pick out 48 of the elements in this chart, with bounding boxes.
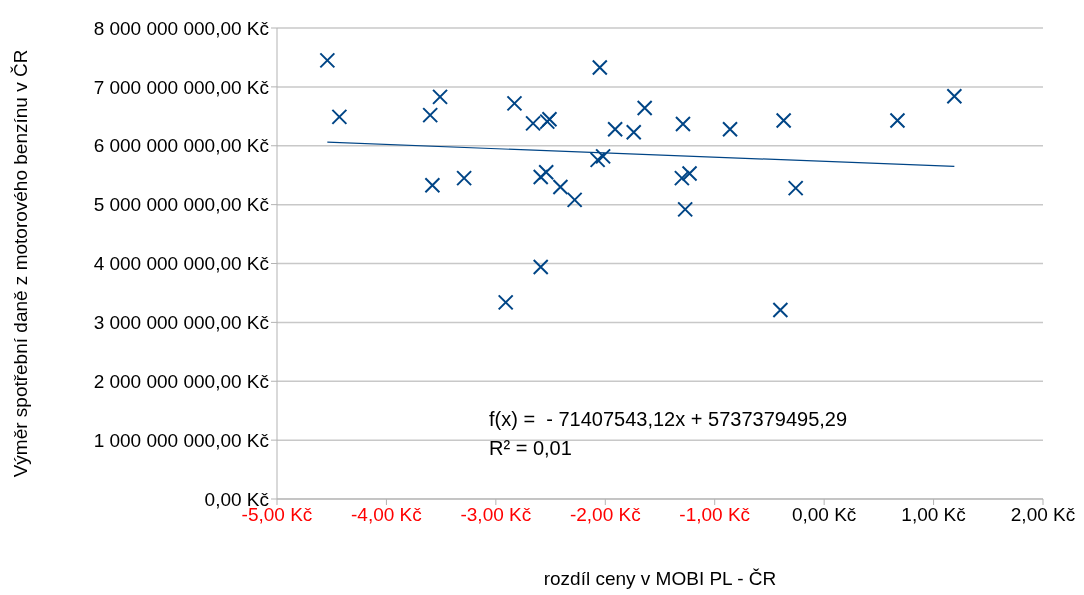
y-axis-title: Výměr spotřební daně z motorového benzínu v ČR <box>9 49 31 478</box>
x-tick-label: -4,00 Kč <box>351 504 422 525</box>
point <box>625 124 642 141</box>
point <box>538 164 555 181</box>
y-tick-label: 7 000 000 000,00 Kč <box>93 76 269 98</box>
point <box>424 177 441 194</box>
point <box>595 148 612 165</box>
point <box>589 151 606 168</box>
point <box>787 180 804 197</box>
point <box>566 191 583 208</box>
point <box>331 108 348 125</box>
annotation: R² = 0,01 <box>489 437 572 460</box>
x-tick-label: 1,00 Kč <box>901 504 966 525</box>
y-tick-label: 8 000 000 000,00 Kč <box>93 17 269 39</box>
point <box>673 170 690 187</box>
point <box>772 302 789 319</box>
point <box>946 88 963 105</box>
x-tick-label: 0,00 Kč <box>791 504 857 525</box>
annotation: f(x) = - 71407543,12x + 5737379495,29 <box>489 408 848 431</box>
x-tick-label: -1,00 Kč <box>679 504 751 525</box>
point <box>532 259 549 276</box>
x-axis-title: rozdíl ceny v MOBI PL - ČR <box>543 568 777 589</box>
point <box>432 88 449 105</box>
point <box>889 112 906 129</box>
y-tick-label: 6 000 000 000,00 Kč <box>93 135 269 157</box>
point <box>497 294 514 311</box>
point <box>674 115 691 132</box>
point <box>591 59 608 76</box>
y-tick-label: 2 000 000 000,00 Kč <box>93 370 269 392</box>
point <box>552 178 569 195</box>
y-tick-label: 3 000 000 000,00 Kč <box>93 312 269 334</box>
point <box>506 95 523 112</box>
y-tick-label: 5 000 000 000,00 Kč <box>93 194 269 216</box>
y-tick-label: 1 000 000 000,00 Kč <box>93 429 269 451</box>
point <box>722 121 739 138</box>
x-tick-label: -3,00 Kč <box>460 504 532 525</box>
point <box>681 165 698 182</box>
point <box>636 100 653 117</box>
point <box>775 112 792 129</box>
point <box>422 107 439 124</box>
point <box>607 121 624 138</box>
x-tick-label: 2,00 Kč <box>1010 504 1076 525</box>
point <box>532 168 549 185</box>
y-tick-label: 4 000 000 000,00 Kč <box>93 253 269 275</box>
point <box>319 52 336 69</box>
point <box>456 170 473 187</box>
point <box>677 201 694 218</box>
x-tick-label: -2,00 Kč <box>569 504 641 525</box>
